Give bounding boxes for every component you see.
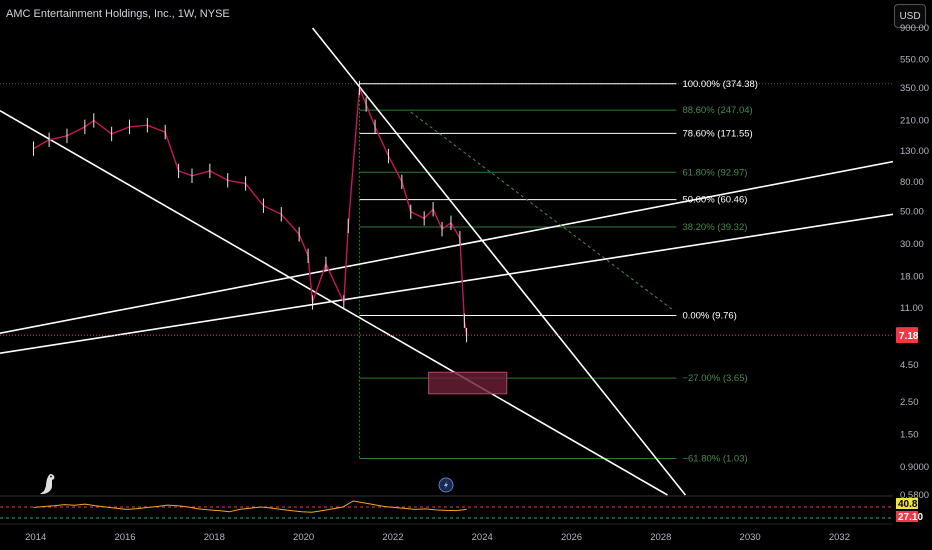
fib-level-label: 78.60% (171.55) (682, 128, 752, 139)
price-tick-label: 1.50 (900, 430, 919, 441)
price-tick-label: 30.00 (900, 239, 924, 250)
fib-level-label: 0.00% (9.76) (682, 311, 736, 322)
fib-level-label: 50.00% (60.46) (682, 195, 747, 206)
rsi-upper-badge (896, 498, 918, 509)
time-tick-label: 2028 (650, 532, 671, 543)
target-zone-box[interactable] (428, 371, 508, 395)
price-tick-label: 11.00 (900, 303, 923, 314)
time-tick-label: 2016 (114, 532, 135, 543)
time-tick-label: 2020 (293, 532, 314, 543)
trendline[interactable] (311, 27, 687, 496)
trendlines[interactable] (0, 27, 894, 496)
rsi-line (33, 500, 467, 513)
rsi-upper-value: 40.85 (898, 499, 923, 510)
rsi-lower-value: 27.10 (898, 512, 923, 523)
price-line (33, 87, 468, 336)
fib-retracement[interactable] (0, 83, 893, 459)
time-tick-label: 2022 (382, 532, 403, 543)
fib-level-label: 88.60% (247.04) (682, 105, 752, 116)
target-zone[interactable] (428, 371, 508, 395)
time-tick-label: 2014 (25, 532, 46, 543)
trendline[interactable] (0, 160, 894, 334)
fib-level-label: −27.00% (3.65) (682, 373, 747, 384)
time-tick-label: 2026 (561, 532, 582, 543)
price-tick-label: 550.00 (900, 54, 929, 65)
time-tick-label: 2030 (740, 532, 761, 543)
price-tick-label: 210.00 (900, 116, 929, 127)
price-series (0, 80, 893, 343)
chart-icons (40, 474, 454, 494)
trendline[interactable] (0, 213, 894, 354)
fib-level-label: 100.00% (374.38) (682, 79, 758, 90)
price-tick-label: 4.50 (900, 360, 919, 371)
last-price-label: 7.18 (899, 331, 919, 342)
time-tick-label: 2032 (829, 532, 850, 543)
price-tick-label: 18.00 (900, 272, 924, 283)
dinosaur-logo-icon (40, 474, 55, 494)
fib-labels: 100.00% (374.38) 88.60% (247.04) 78.60% (1… (682, 79, 758, 465)
price-tick-label: 2.50 (900, 397, 919, 408)
price-tick-label: 0.9000 (900, 462, 929, 473)
currency-button[interactable]: USD (894, 4, 926, 28)
rsi-lower-badge (896, 511, 918, 522)
flash-icon[interactable] (438, 477, 454, 493)
chart-title: AMC Entertainment Holdings, Inc., 1W, NY… (6, 8, 230, 20)
time-tick-label: 2018 (204, 532, 225, 543)
price-tick-label: 130.00 (900, 146, 929, 157)
trendline[interactable] (0, 110, 668, 496)
last-price-badge (896, 327, 918, 344)
price-tick-label: 0.5800 (900, 490, 929, 501)
price-tick-label: 900.00 (900, 23, 929, 34)
dashed-projection-line[interactable] (410, 111, 675, 312)
price-axis[interactable]: 900.00 550.00 350.00 210.00 130.00 80.00 50.00… (896, 23, 929, 501)
price-tick-label: 50.00 (900, 207, 924, 218)
fib-level-label: −61.80% (1.03) (682, 453, 747, 464)
time-axis[interactable]: 2014 2016 2018 2020 2022 2024 2026 2028 2030 2032 (0, 523, 893, 543)
price-tick-label: 350.00 (900, 83, 929, 94)
fib-level-label: 38.20% (39.32) (682, 222, 747, 233)
rsi-pane: 40.85 27.10 (0, 495, 923, 523)
time-tick-label: 2024 (472, 532, 493, 543)
price-tick-label: 80.00 (900, 177, 924, 188)
fib-level-label: 61.80% (92.97) (682, 167, 747, 178)
